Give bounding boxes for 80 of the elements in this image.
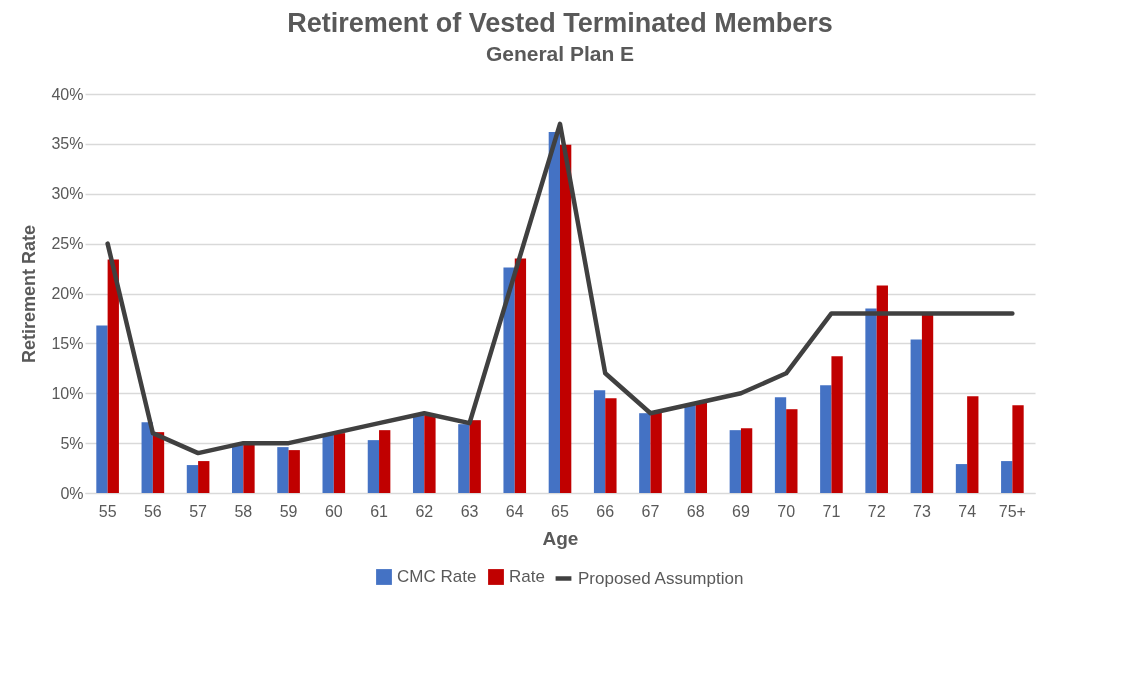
bar	[921, 313, 934, 493]
x-tick-label: 73	[913, 502, 931, 520]
y-tick-label: 15%	[51, 334, 84, 352]
x-tick-label: 64	[505, 502, 524, 520]
bar	[593, 390, 606, 493]
x-tick-label: 55	[98, 502, 117, 520]
line-series	[105, 121, 1015, 456]
y-tick-label: 30%	[51, 185, 84, 203]
y-tick-label: 25%	[51, 235, 84, 253]
bar	[910, 339, 922, 493]
bar	[141, 422, 153, 493]
x-tick-label: 68	[686, 502, 705, 520]
bar	[955, 464, 968, 493]
x-tick-label: 57	[189, 502, 208, 520]
legend-label: Proposed Assumption	[578, 568, 744, 588]
bar	[695, 402, 708, 493]
bar	[367, 440, 380, 493]
bar	[107, 259, 119, 493]
bar	[243, 444, 255, 493]
bar	[1001, 461, 1013, 493]
bar	[288, 450, 300, 493]
x-tick-label: 70	[777, 502, 796, 520]
bar	[458, 424, 470, 493]
bar	[469, 420, 481, 493]
bar	[740, 428, 753, 493]
bar	[820, 385, 832, 493]
bar	[786, 409, 798, 493]
bar	[503, 267, 515, 493]
x-tick-label: 71	[822, 502, 841, 520]
x-tick-label: 75+	[998, 502, 1026, 520]
bar	[424, 415, 436, 493]
bar	[1012, 405, 1024, 493]
bar	[198, 461, 210, 493]
legend-label: Rate	[509, 567, 545, 586]
bar	[774, 397, 787, 493]
y-tick-label: 35%	[51, 135, 84, 153]
bar	[605, 398, 617, 493]
bar	[322, 434, 334, 493]
x-tick-label: 69	[732, 502, 750, 520]
bar	[876, 285, 888, 493]
bar	[379, 430, 391, 493]
x-tick-label: 58	[234, 502, 253, 520]
x-tick-label: 59	[279, 502, 298, 520]
bar	[152, 432, 165, 493]
bar	[548, 131, 560, 493]
bar	[96, 325, 108, 493]
x-tick-label: 72	[867, 502, 886, 520]
x-tick-label: 67	[641, 502, 660, 520]
bar	[729, 430, 741, 493]
legend-label: CMC Rate	[397, 567, 477, 586]
x-tick-label: 62	[415, 502, 434, 520]
bar	[277, 447, 289, 493]
x-tick-label: 56	[143, 502, 162, 520]
x-tick-label: 63	[460, 502, 479, 520]
y-tick-label: 5%	[60, 434, 84, 452]
bar	[684, 404, 696, 493]
bar	[412, 414, 425, 493]
x-tick-label: 66	[596, 502, 615, 520]
bar	[639, 413, 651, 493]
bar	[831, 356, 843, 493]
x-tick-label: 60	[324, 502, 343, 520]
bar	[333, 433, 346, 493]
bar	[650, 412, 662, 493]
y-tick-label: 0%	[60, 484, 84, 502]
x-tick-label: 65	[551, 502, 569, 520]
bar	[560, 144, 572, 493]
y-tick-label: 40%	[51, 85, 84, 103]
bar	[186, 465, 199, 493]
x-axis-title: Age	[542, 527, 579, 549]
bar	[232, 444, 244, 493]
y-tick-label: 10%	[51, 384, 84, 402]
x-tick-label: 74	[958, 502, 977, 520]
x-tick-label: 61	[370, 502, 389, 520]
chart-title: Retirement of Vested Terminated Members	[287, 8, 833, 38]
bar	[865, 308, 877, 493]
bar	[514, 258, 527, 493]
y-axis-title: Retirement Rate	[19, 224, 40, 364]
bar	[967, 396, 979, 493]
y-tick-label: 20%	[51, 285, 84, 302]
chart-subtitle: General Plan E	[485, 42, 635, 65]
